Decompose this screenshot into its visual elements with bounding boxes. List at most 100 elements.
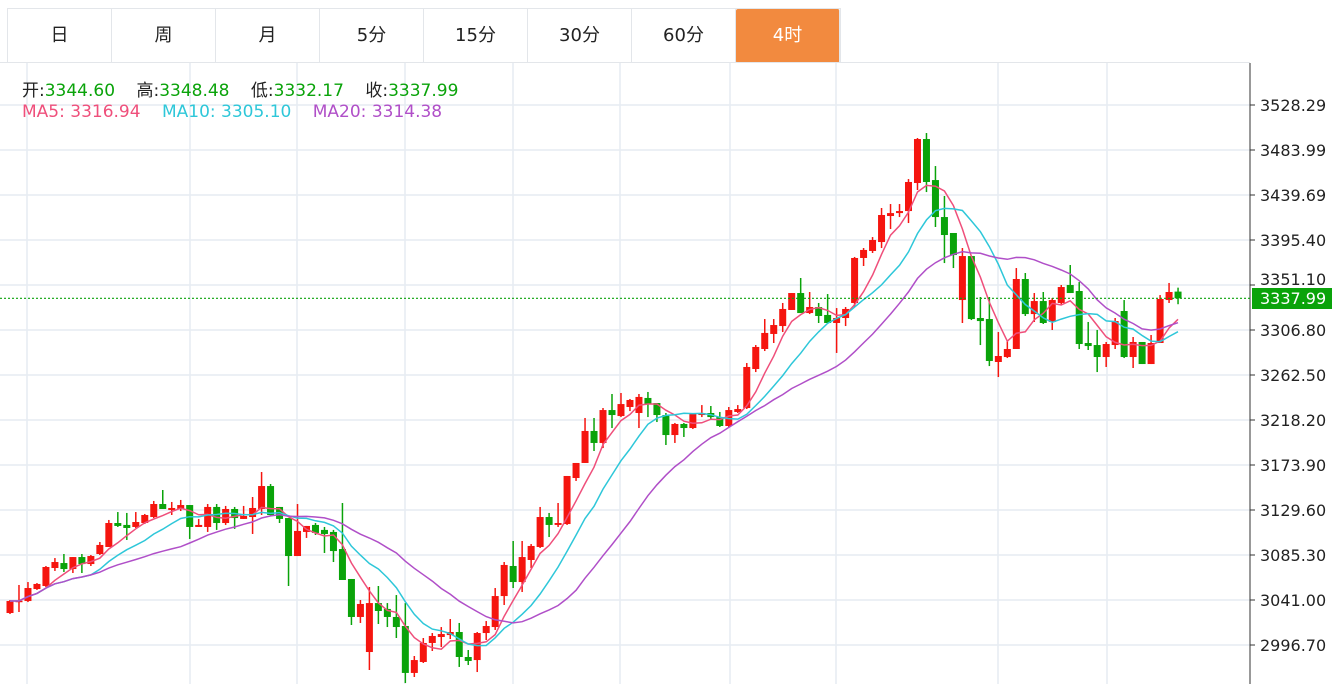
candle-body — [851, 257, 859, 303]
candle-body — [249, 507, 257, 518]
candle-body — [994, 356, 1002, 362]
candle-body — [887, 213, 895, 217]
candle-body — [878, 215, 886, 243]
ma20-line — [9, 250, 1179, 624]
candle-body — [617, 404, 625, 417]
candle-body — [931, 180, 939, 218]
candle-body — [572, 462, 580, 479]
tab-5min[interactable]: 5分 — [320, 9, 424, 63]
divider — [0, 62, 1250, 63]
candle-body — [123, 524, 131, 528]
y-tick-label: 2952.40 — [1260, 681, 1326, 684]
candle-body — [1084, 343, 1092, 347]
open-value: 3344.60 — [44, 81, 116, 101]
ma-legend: MA5: 3316.94 MA10: 3305.10 MA20: 3314.38 — [22, 102, 442, 122]
ma5-line — [9, 184, 1179, 650]
candle-body — [1165, 292, 1173, 301]
candle-body — [455, 632, 463, 658]
open-label: 开: — [22, 81, 45, 101]
candle-body — [132, 521, 140, 527]
y-tick-label: 2996.70 — [1260, 636, 1326, 655]
y-tick-label: 3085.30 — [1260, 546, 1326, 565]
candle-body — [383, 608, 391, 617]
candle-body — [105, 523, 113, 547]
candle-body — [464, 657, 472, 661]
tab-60min[interactable]: 60分 — [632, 9, 736, 63]
candle-body — [374, 603, 382, 611]
tab-week[interactable]: 周 — [112, 9, 216, 63]
candle-body — [285, 518, 293, 557]
tab-month[interactable]: 月 — [216, 9, 320, 63]
candle-body — [1102, 344, 1110, 358]
candle-body — [222, 508, 230, 524]
tab-15min[interactable]: 15分 — [424, 9, 528, 63]
candle-body — [338, 549, 346, 580]
candle-body — [608, 410, 616, 416]
ma10-line — [9, 207, 1179, 647]
ma5-value: 3316.94 — [70, 102, 141, 122]
ma10-value: 3305.10 — [221, 102, 292, 122]
candle-body — [150, 504, 158, 518]
y-tick-label: 3528.29 — [1260, 96, 1326, 115]
y-tick-label: 3218.20 — [1260, 411, 1326, 430]
y-tick-label: 3439.69 — [1260, 186, 1326, 205]
candle-body — [69, 557, 77, 570]
candle-body — [788, 293, 796, 310]
candle-body — [1111, 321, 1119, 346]
tab-day[interactable]: 日 — [8, 9, 112, 63]
candle-body — [689, 414, 697, 429]
candle-body — [563, 475, 571, 525]
candle-body — [168, 507, 176, 511]
candle-body — [87, 556, 95, 565]
y-tick-label: 3129.60 — [1260, 501, 1326, 520]
candle-body — [518, 557, 526, 583]
candle-body — [545, 517, 553, 525]
high-label: 高: — [136, 81, 160, 101]
y-tick-label: 3483.99 — [1260, 141, 1326, 160]
candle-body — [437, 634, 445, 637]
ma5-label: MA5: — [22, 102, 65, 122]
current-price-label: 3337.99 — [1252, 288, 1332, 309]
tab-30min[interactable]: 30分 — [528, 9, 632, 63]
candle-body — [491, 596, 499, 628]
tab-4hour[interactable]: 4时 — [736, 9, 840, 63]
candle-body — [6, 601, 14, 614]
y-tick-label: 3041.00 — [1260, 591, 1326, 610]
candle-body — [869, 239, 877, 251]
candle-body — [1057, 287, 1065, 303]
candle-body — [949, 232, 957, 256]
candle-body — [240, 516, 248, 519]
candle-body — [716, 417, 724, 426]
candle-body — [779, 308, 787, 327]
candle-body — [653, 403, 661, 416]
candle-body — [347, 578, 355, 617]
close-value: 3337.99 — [388, 81, 459, 101]
candle-body — [1129, 341, 1137, 358]
ma10-label: MA10: — [161, 102, 216, 122]
candle-body — [985, 319, 993, 361]
candle-body — [590, 430, 598, 443]
candle-body — [329, 531, 337, 552]
candle-body — [680, 423, 688, 429]
candle-body — [743, 366, 751, 409]
candle-body — [1039, 301, 1047, 323]
candle-body — [410, 660, 418, 673]
candle-body — [958, 256, 966, 301]
candle-body — [60, 563, 68, 570]
y-tick-label: 3351.10 — [1260, 270, 1326, 289]
candle-body — [662, 415, 670, 436]
candle-body — [365, 603, 373, 653]
candle-body — [141, 514, 149, 524]
candle-body — [922, 139, 930, 182]
candle-body — [599, 410, 607, 443]
candle-body — [356, 603, 364, 617]
candle-body — [267, 486, 275, 515]
candle-body — [1021, 279, 1029, 315]
candle-body — [1075, 290, 1083, 345]
candle-body — [554, 523, 562, 525]
candle-body — [581, 430, 589, 463]
candle-body — [761, 332, 769, 349]
candle-body — [258, 486, 266, 509]
low-label: 低: — [250, 81, 274, 101]
